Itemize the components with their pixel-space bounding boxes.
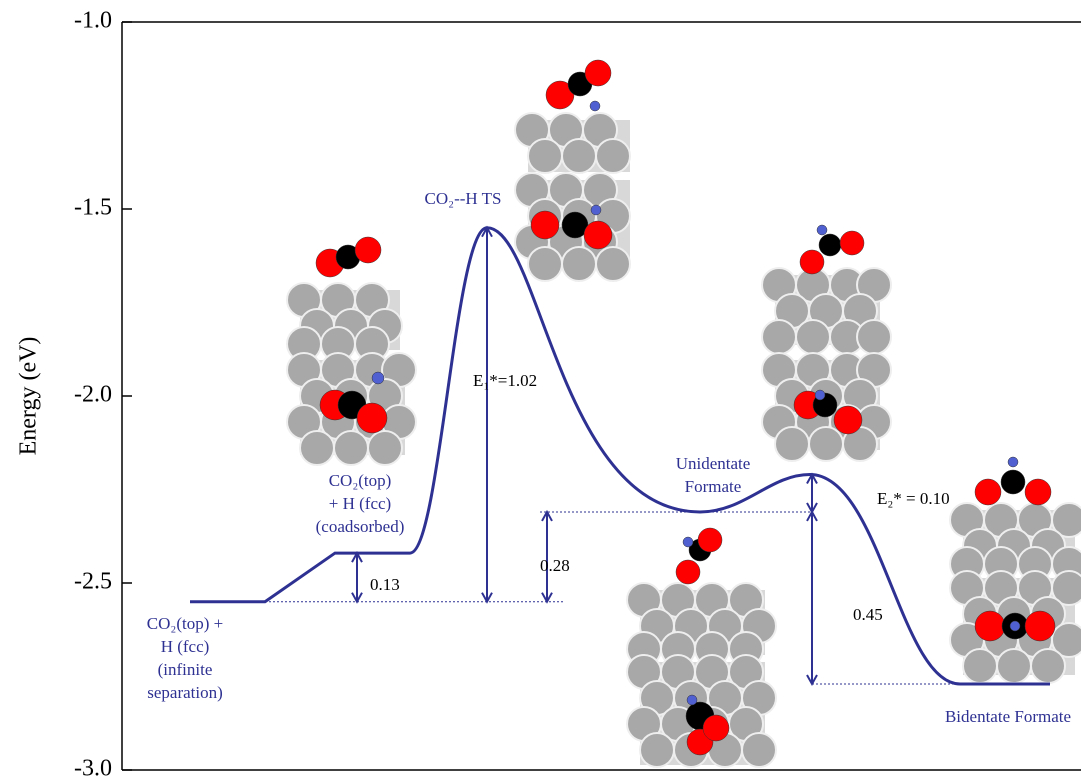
state-label: Formate <box>685 477 742 496</box>
atom <box>703 715 729 741</box>
chart: Energy (eV) -1.0 -1.5 -2.0 -2.5 -3.0 CO₂(top)… <box>0 0 1081 783</box>
state-label: Bidentate Formate <box>945 707 1071 726</box>
y-tick-label: -1.0 <box>74 8 112 34</box>
surface-atom <box>796 320 830 354</box>
surface-atom <box>368 431 402 465</box>
state-label: CO₂--H TS <box>425 189 502 208</box>
annotation: E₂* = 0.10 <box>877 489 950 508</box>
atom <box>975 611 1005 641</box>
atom <box>815 390 825 400</box>
surface-atom <box>809 427 843 461</box>
surface-atom <box>528 247 562 281</box>
state-label: CO₂(top) + <box>147 614 223 633</box>
y-tick-label: -1.5 <box>74 195 112 221</box>
atom <box>1025 479 1051 505</box>
atom <box>975 479 1001 505</box>
annotation: 0.13 <box>370 575 400 594</box>
surface-atom <box>562 139 596 173</box>
atom <box>1008 457 1018 467</box>
y-tick-label: -2.5 <box>74 569 112 595</box>
atom <box>355 237 381 263</box>
annotation: E₁*=1.02 <box>473 371 537 390</box>
atom <box>590 101 600 111</box>
surface-atom <box>762 320 796 354</box>
atom <box>819 234 841 256</box>
annotation: 0.45 <box>853 605 883 624</box>
surface-atom <box>997 649 1031 683</box>
atom <box>676 560 700 584</box>
y-axis-title: Energy (eV) <box>16 337 42 456</box>
y-tick-label: -2.0 <box>74 382 112 408</box>
surface-atom <box>300 431 334 465</box>
state-label: Unidentate <box>676 454 751 473</box>
surface-atom <box>596 247 630 281</box>
surface-atom <box>334 431 368 465</box>
surface-atom <box>963 649 997 683</box>
surface-atom <box>596 139 630 173</box>
state-label: (infinite <box>158 660 213 679</box>
atom <box>800 250 824 274</box>
surface-atom <box>528 139 562 173</box>
atom <box>817 225 827 235</box>
surface-atom <box>640 733 674 767</box>
atom <box>1010 621 1020 631</box>
surface-atom <box>742 733 776 767</box>
atom <box>531 211 559 239</box>
surface-atom <box>1031 649 1065 683</box>
atom <box>840 231 864 255</box>
atom <box>584 221 612 249</box>
atom <box>1001 470 1025 494</box>
atom <box>683 537 693 547</box>
atom <box>372 372 384 384</box>
state-label: CO₂(top) <box>329 471 392 490</box>
atom <box>698 528 722 552</box>
atom <box>357 403 387 433</box>
surface-atom <box>775 427 809 461</box>
state-label: + H (fcc) <box>329 494 391 513</box>
surface-atom <box>857 320 891 354</box>
surface-atom <box>562 247 596 281</box>
annotation: 0.28 <box>540 556 570 575</box>
state-label: H (fcc) <box>161 637 210 656</box>
atom <box>834 406 862 434</box>
atom <box>591 205 601 215</box>
y-tick-label: -3.0 <box>74 756 112 782</box>
atom <box>1025 611 1055 641</box>
state-label: (coadsorbed) <box>316 517 405 536</box>
atom <box>585 60 611 86</box>
state-label: separation) <box>147 683 223 702</box>
atom <box>687 695 697 705</box>
